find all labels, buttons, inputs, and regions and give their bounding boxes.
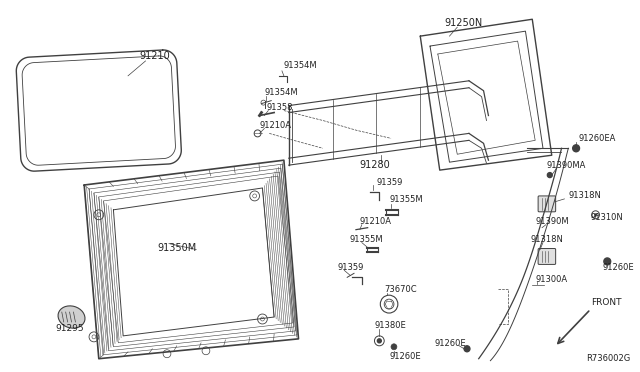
Text: 91390MA: 91390MA: [547, 161, 586, 170]
Text: 91354M: 91354M: [284, 61, 317, 70]
Text: FRONT: FRONT: [591, 298, 621, 307]
Text: 91260E: 91260E: [389, 352, 420, 361]
Circle shape: [391, 344, 397, 350]
Circle shape: [594, 213, 597, 216]
Text: 91280: 91280: [360, 160, 390, 170]
Circle shape: [464, 346, 470, 352]
Text: 91310N: 91310N: [591, 213, 623, 222]
Text: 91210A: 91210A: [260, 121, 292, 130]
Text: 91318N: 91318N: [568, 192, 601, 201]
Text: 91355M: 91355M: [349, 235, 383, 244]
Circle shape: [604, 258, 611, 265]
Text: 73670C: 73670C: [384, 285, 417, 294]
Text: 91354M: 91354M: [264, 88, 298, 97]
Text: 91358: 91358: [266, 103, 293, 112]
Ellipse shape: [58, 306, 85, 328]
Text: 91390M: 91390M: [535, 217, 569, 226]
Text: 91250N: 91250N: [445, 18, 483, 28]
Circle shape: [547, 173, 552, 177]
Text: 91260EA: 91260EA: [578, 134, 616, 143]
Text: 91318N: 91318N: [531, 235, 563, 244]
FancyBboxPatch shape: [538, 196, 556, 212]
Circle shape: [378, 339, 381, 343]
Text: 91350M: 91350M: [157, 243, 196, 253]
Text: 91210A: 91210A: [360, 217, 392, 226]
Text: 91260E: 91260E: [602, 263, 634, 272]
Text: 91359: 91359: [337, 263, 364, 272]
Text: 91300A: 91300A: [535, 275, 567, 284]
Text: 91359: 91359: [376, 177, 403, 186]
Text: 91210: 91210: [140, 51, 170, 61]
Text: 91355M: 91355M: [389, 195, 422, 204]
Text: 91295: 91295: [55, 324, 84, 333]
Text: 91380E: 91380E: [374, 321, 406, 330]
Circle shape: [573, 145, 579, 152]
Text: R736002G: R736002G: [586, 354, 630, 363]
FancyBboxPatch shape: [538, 248, 556, 264]
Text: 91260E: 91260E: [435, 339, 467, 348]
